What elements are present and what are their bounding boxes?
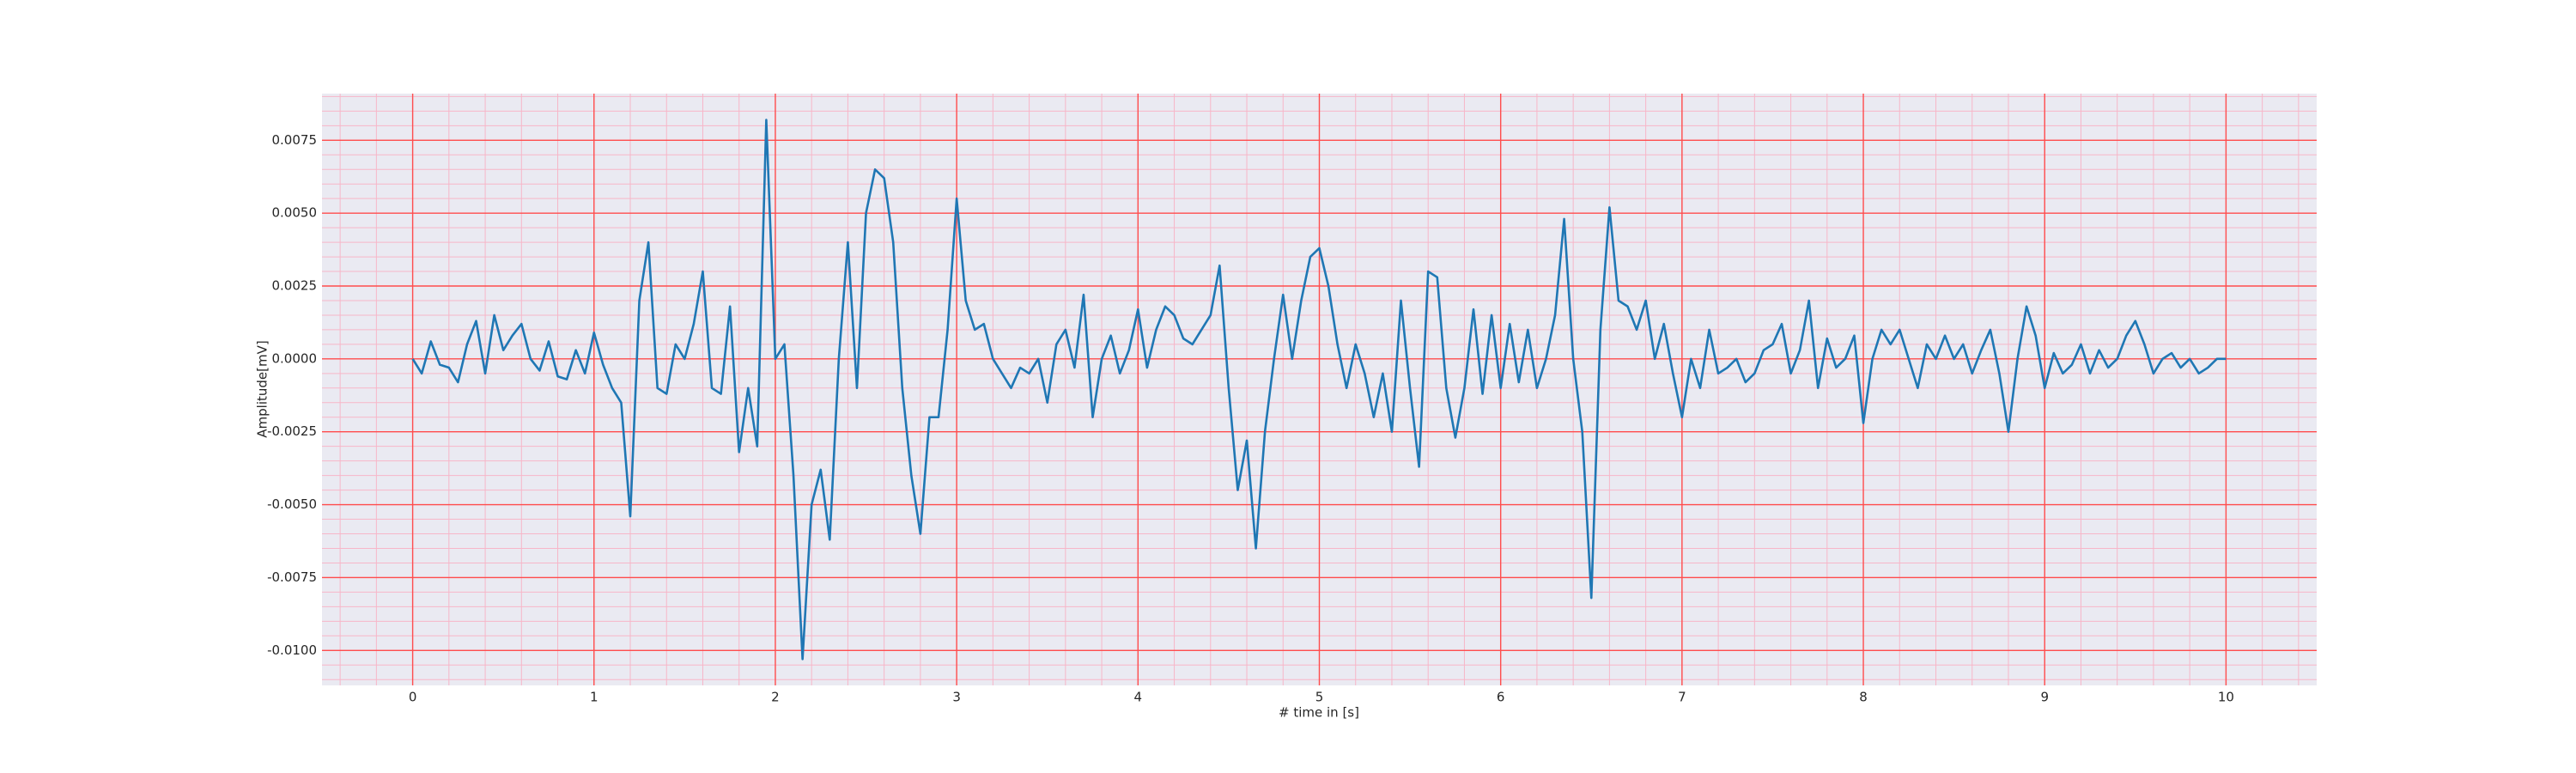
x-tick-label: 7 (1678, 690, 1686, 705)
x-tick-label: 4 (1134, 690, 1143, 705)
x-tick-label: 10 (2218, 690, 2234, 705)
y-tick-label: 0.0000 (272, 350, 318, 366)
series-line (411, 119, 2227, 660)
y-tick-label: -0.0075 (267, 569, 317, 585)
x-tick-label: 1 (590, 690, 598, 705)
x-tick-label: 9 (2040, 690, 2049, 705)
x-tick-label: 2 (771, 690, 780, 705)
y-tick-label: -0.0100 (267, 642, 317, 658)
x-axis-label: # time in [s] (1279, 705, 1359, 721)
x-tick-label: 3 (952, 690, 961, 705)
x-tick-label: 8 (1859, 690, 1868, 705)
y-tick-label: 0.0075 (272, 132, 318, 148)
x-tick-label: 5 (1315, 690, 1324, 705)
y-axis-label: Amplitude[mV] (255, 340, 270, 437)
x-tick-label: 0 (409, 690, 417, 705)
y-tick-label: 0.0025 (272, 278, 318, 294)
y-tick-label: -0.0050 (267, 496, 317, 512)
y-tick-label: -0.0025 (267, 423, 317, 439)
x-tick-label: 6 (1497, 690, 1505, 705)
y-tick-label: 0.0050 (272, 205, 318, 221)
